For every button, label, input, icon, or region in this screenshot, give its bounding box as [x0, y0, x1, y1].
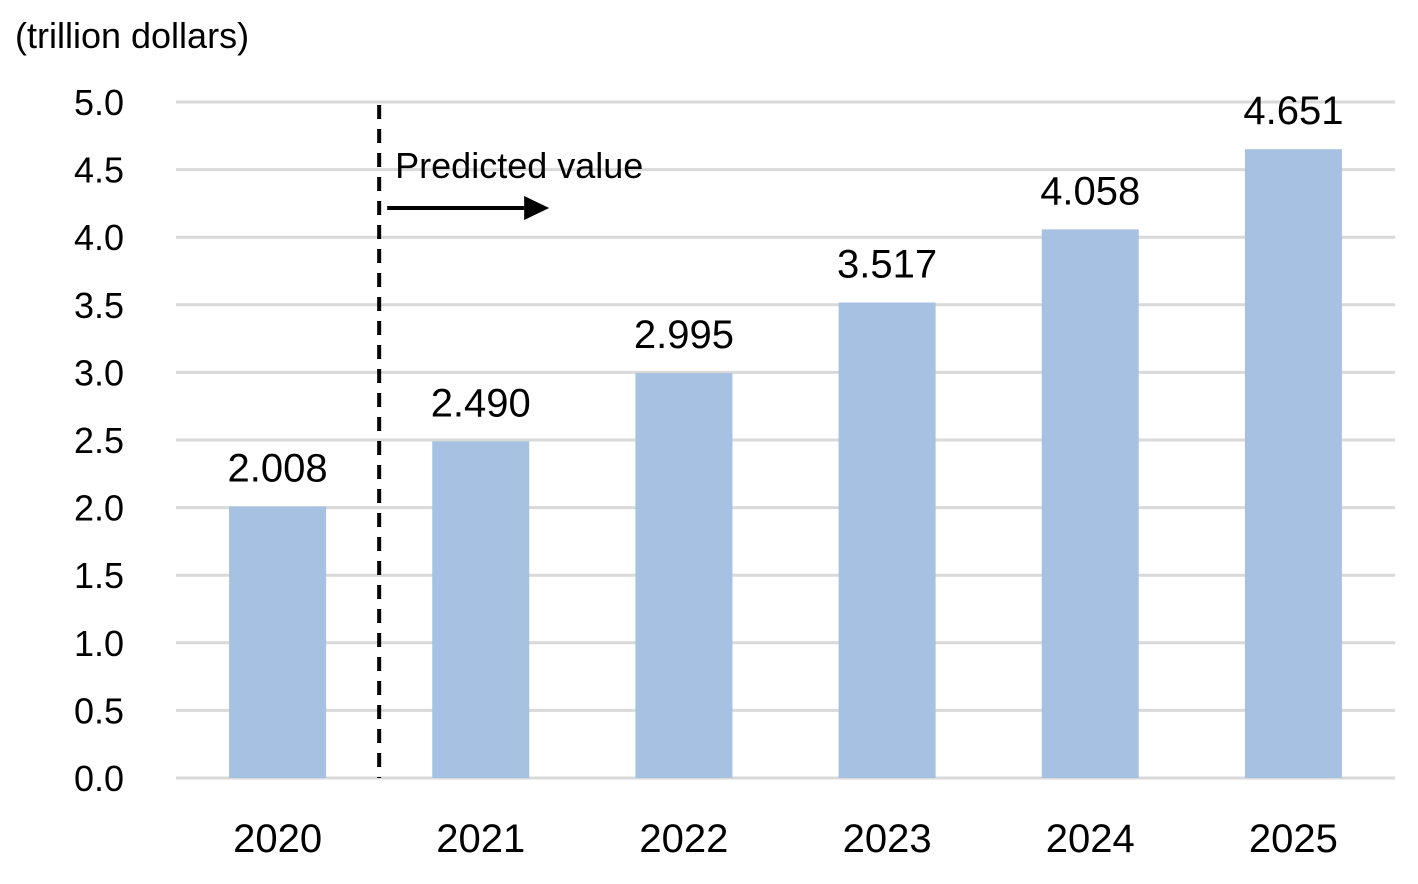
y-tick-label: 2.0 [74, 488, 124, 529]
gridlines [176, 100, 1395, 780]
y-tick-label: 1.0 [74, 623, 124, 664]
bar-2025 [1244, 149, 1342, 778]
bar-2021 [432, 441, 530, 778]
data-label-2020: 2.008 [228, 447, 328, 491]
x-category-label: 2022 [639, 817, 728, 861]
bar-2024 [1041, 229, 1139, 778]
y-axis-ticks: 0.0 0.5 1.0 1.5 2.0 2.5 3.0 3.5 4.0 4.5 5.0 [74, 82, 124, 799]
x-category-label: 2023 [843, 817, 932, 861]
unit-label: (trillion dollars) [15, 15, 249, 56]
x-category-label: 2024 [1046, 817, 1135, 861]
x-category-label: 2020 [233, 817, 322, 861]
y-tick-label: 5.0 [74, 82, 124, 123]
y-tick-label: 3.5 [74, 285, 124, 326]
data-labels: 2.008 2.490 2.995 3.517 4.058 4.651 [228, 89, 1344, 490]
y-tick-label: 0.5 [74, 690, 124, 731]
y-tick-label: 2.5 [74, 420, 124, 461]
x-category-label: 2025 [1249, 817, 1338, 861]
x-category-label: 2021 [436, 817, 525, 861]
y-tick-label: 4.0 [74, 217, 124, 258]
bar-2022 [635, 373, 733, 778]
arrow-head-icon [524, 196, 550, 220]
data-label-2023: 3.517 [837, 243, 937, 287]
x-axis-categories: 2020 2021 2022 2023 2024 2025 [233, 817, 1338, 861]
y-tick-label: 1.5 [74, 555, 124, 596]
data-label-2025: 4.651 [1243, 89, 1343, 133]
data-label-2024: 4.058 [1040, 169, 1140, 213]
y-tick-label: 4.5 [74, 150, 124, 191]
data-label-2022: 2.995 [634, 313, 734, 357]
bars [229, 149, 1342, 778]
y-tick-label: 3.0 [74, 352, 124, 393]
predicted-value-annotation: Predicted value [395, 145, 643, 186]
data-label-2021: 2.490 [431, 381, 531, 425]
y-tick-label: 0.0 [74, 758, 124, 799]
bar-2023 [838, 302, 936, 778]
bar-2020 [229, 506, 327, 778]
